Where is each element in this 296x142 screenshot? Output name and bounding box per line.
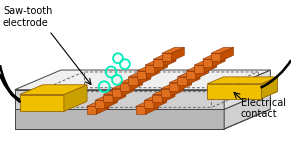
Polygon shape — [162, 47, 184, 53]
Polygon shape — [161, 83, 183, 89]
Polygon shape — [145, 59, 168, 65]
Polygon shape — [64, 85, 87, 111]
Polygon shape — [153, 53, 176, 59]
Polygon shape — [161, 89, 170, 97]
Polygon shape — [152, 95, 162, 103]
Polygon shape — [145, 65, 155, 73]
Polygon shape — [204, 59, 217, 73]
Polygon shape — [163, 53, 176, 67]
Polygon shape — [121, 83, 134, 97]
Polygon shape — [130, 77, 143, 91]
Polygon shape — [202, 53, 225, 59]
Polygon shape — [202, 59, 212, 67]
Polygon shape — [169, 83, 179, 91]
Polygon shape — [178, 77, 187, 85]
Polygon shape — [172, 47, 184, 61]
Polygon shape — [212, 53, 225, 67]
Polygon shape — [207, 84, 261, 99]
Polygon shape — [152, 89, 175, 95]
Polygon shape — [162, 53, 172, 61]
Polygon shape — [96, 101, 109, 114]
Polygon shape — [144, 101, 154, 108]
Text: Saw-tooth
electrode: Saw-tooth electrode — [3, 6, 52, 28]
Polygon shape — [196, 65, 208, 79]
Polygon shape — [136, 106, 146, 114]
Polygon shape — [136, 101, 158, 106]
Polygon shape — [103, 95, 113, 103]
Polygon shape — [112, 83, 134, 89]
Polygon shape — [86, 106, 96, 114]
Polygon shape — [178, 71, 200, 77]
Polygon shape — [162, 89, 175, 103]
Polygon shape — [137, 65, 159, 71]
Polygon shape — [128, 71, 151, 77]
Polygon shape — [211, 47, 234, 53]
Polygon shape — [194, 59, 217, 65]
Polygon shape — [186, 71, 196, 79]
Polygon shape — [120, 77, 143, 83]
Polygon shape — [261, 77, 278, 99]
Text: Electrical
contact: Electrical contact — [241, 98, 286, 119]
Polygon shape — [15, 90, 224, 109]
Polygon shape — [95, 95, 118, 101]
Polygon shape — [179, 77, 192, 91]
Polygon shape — [170, 83, 183, 97]
Polygon shape — [103, 89, 126, 95]
Polygon shape — [20, 85, 87, 95]
Polygon shape — [207, 77, 278, 84]
Polygon shape — [211, 53, 221, 61]
Polygon shape — [224, 90, 270, 129]
Polygon shape — [137, 71, 147, 79]
Polygon shape — [221, 47, 234, 61]
Polygon shape — [113, 89, 126, 103]
Polygon shape — [154, 95, 167, 108]
Polygon shape — [144, 95, 167, 101]
Polygon shape — [138, 71, 151, 85]
Polygon shape — [169, 77, 192, 83]
Polygon shape — [112, 89, 121, 97]
Polygon shape — [153, 59, 163, 67]
Polygon shape — [20, 95, 64, 111]
Polygon shape — [224, 70, 270, 109]
Polygon shape — [128, 77, 138, 85]
Polygon shape — [186, 65, 208, 71]
Polygon shape — [194, 65, 204, 73]
Polygon shape — [95, 101, 105, 108]
Polygon shape — [155, 59, 168, 73]
Polygon shape — [105, 95, 118, 108]
Polygon shape — [86, 101, 109, 106]
Polygon shape — [187, 71, 200, 85]
Polygon shape — [15, 109, 224, 129]
Polygon shape — [147, 65, 159, 79]
Polygon shape — [146, 101, 158, 114]
Polygon shape — [15, 70, 270, 90]
Polygon shape — [120, 83, 130, 91]
